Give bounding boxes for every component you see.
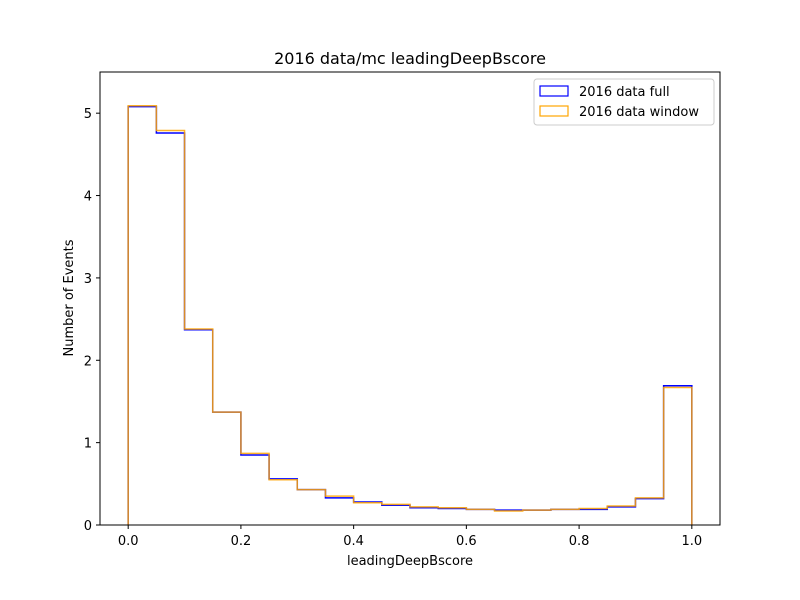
series-line-full (127, 105, 693, 525)
x-tick-label: 0.0 (118, 534, 139, 549)
y-tick-label: 4 (84, 190, 92, 205)
y-tick-label: 1 (84, 437, 92, 452)
legend-swatch-full (539, 85, 569, 97)
x-tick-label: 0.4 (343, 534, 364, 549)
x-tick-label: 0.6 (456, 534, 477, 549)
y-axis: 0 1 2 3 4 5 (84, 107, 100, 534)
legend: 2016 data full 2016 data window (533, 78, 715, 126)
legend-swatch-window (539, 105, 569, 117)
x-axis: 0.0 0.2 0.4 0.6 0.8 1.0 (118, 525, 702, 549)
legend-label-full: 2016 data full (579, 85, 670, 100)
x-tick-label: 0.8 (569, 534, 590, 549)
series-layer (127, 105, 693, 525)
y-tick-label: 3 (84, 272, 92, 287)
x-tick-label: 1.0 (681, 534, 702, 549)
y-tick-label: 5 (84, 107, 92, 122)
legend-label-window: 2016 data window (579, 105, 699, 120)
y-tick-label: 0 (84, 519, 92, 534)
x-tick-label: 0.2 (231, 534, 252, 549)
legend-box (533, 78, 715, 126)
series-line-window (127, 105, 693, 525)
y-axis-label: Number of Events (62, 239, 77, 356)
chart-title: 2016 data/mc leadingDeepBscore (274, 49, 546, 68)
x-axis-label: leadingDeepBscore (347, 554, 473, 569)
plot-frame (99, 71, 721, 526)
y-tick-label: 2 (84, 354, 92, 369)
